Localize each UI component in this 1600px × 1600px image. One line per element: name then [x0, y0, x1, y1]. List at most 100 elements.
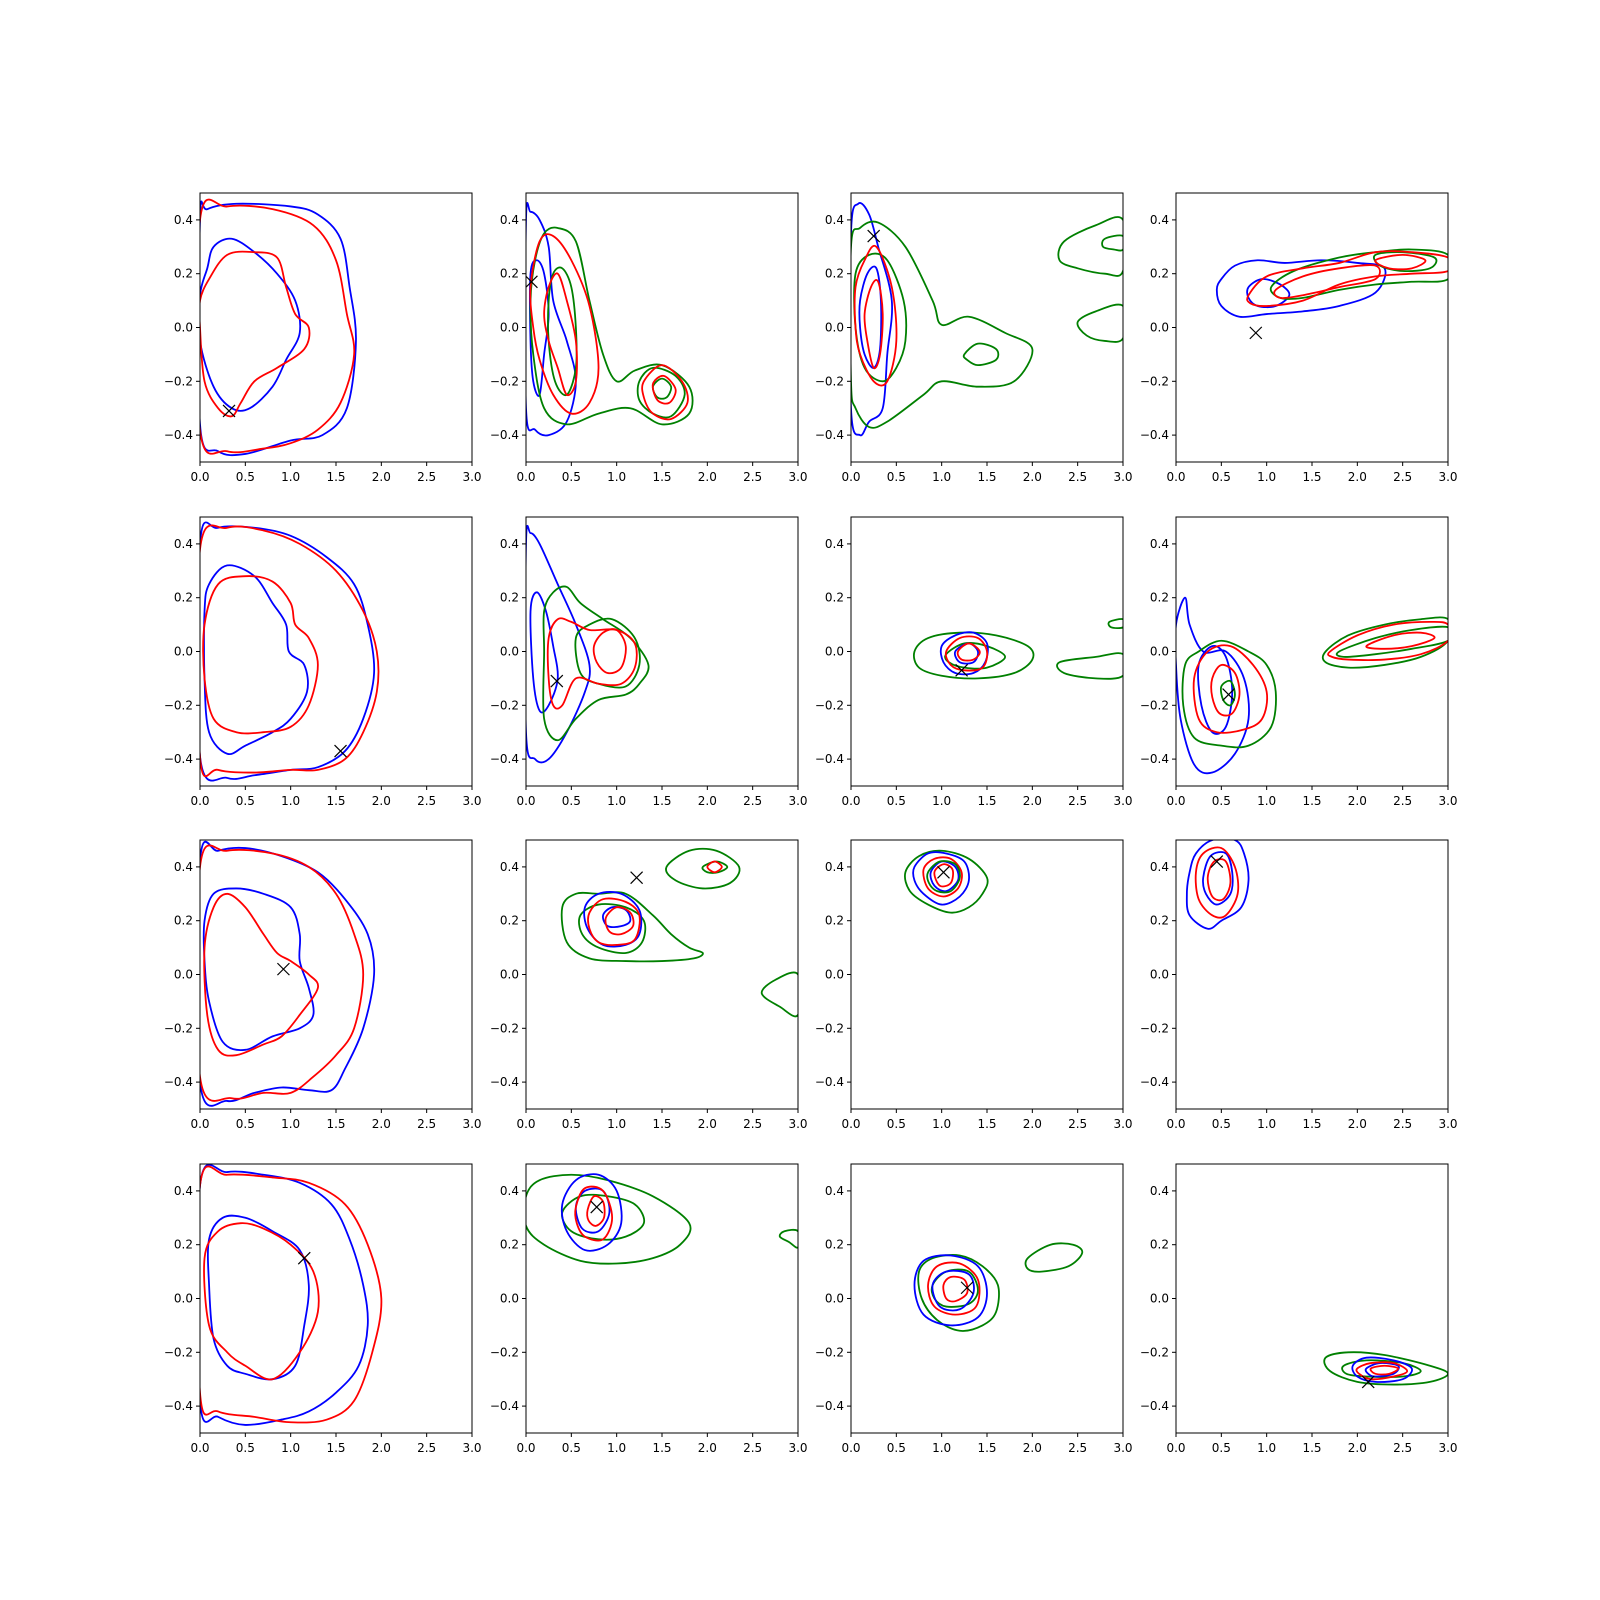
green-contour-line — [778, 1228, 798, 1249]
green-contour-line — [665, 847, 741, 890]
y-tick-label: 0.2 — [1150, 1238, 1169, 1252]
y-tick-label: 0.0 — [500, 1292, 519, 1306]
x-tick-label: 0.5 — [1212, 1441, 1231, 1455]
panel-r1-c1: 0.0 0.5 1.0 1.5 2.0 2.5 3.0 −0.4 −0.2 0.0 0.2 0.4 — [490, 516, 808, 808]
panel-r2-c3: 0.0 0.5 1.0 1.5 2.0 2.5 3.0 −0.4 −0.2 0.0 0.2 0.4 — [1140, 839, 1458, 1131]
y-tick-label: 0.4 — [174, 537, 193, 551]
x-tick-label: 2.5 — [417, 1117, 436, 1131]
x-tick-label: 1.5 — [1302, 794, 1321, 808]
x-marker — [590, 1200, 604, 1214]
green-contour-line — [578, 903, 647, 955]
y-tick-label: 0.4 — [174, 860, 193, 874]
red-contour-line — [587, 897, 641, 946]
red-contour-line — [592, 628, 627, 675]
x-tick-label: 1.0 — [281, 794, 300, 808]
blue-contour-line — [1351, 1356, 1413, 1383]
red-contour-line — [956, 642, 981, 662]
x-tick-label: 1.0 — [607, 794, 626, 808]
x-tick-label: 3.0 — [788, 1441, 807, 1455]
green-contour-line — [1101, 234, 1123, 252]
x-tick-label: 2.5 — [417, 1441, 436, 1455]
y-tick-label: −0.4 — [164, 752, 193, 766]
x-tick-label: 0.5 — [562, 1117, 581, 1131]
plot-area — [526, 525, 650, 764]
blue-contour-line — [200, 237, 302, 412]
x-marker — [955, 663, 969, 677]
blue-contour-line — [602, 906, 632, 929]
panel-r0-c3: 0.0 0.5 1.0 1.5 2.0 2.5 3.0 −0.4 −0.2 0.0 0.2 0.4 — [1140, 192, 1458, 484]
plot-area — [851, 202, 1123, 437]
x-tick-label: 2.0 — [372, 794, 391, 808]
y-tick-label: −0.4 — [1140, 428, 1169, 442]
plot-area — [526, 1173, 798, 1265]
blue-contour-line — [913, 1254, 988, 1327]
y-tick-label: 0.4 — [500, 1184, 519, 1198]
x-tick-label: 2.5 — [1393, 470, 1412, 484]
x-tick-label: 2.0 — [698, 1117, 717, 1131]
x-tick-label: 0.0 — [1166, 794, 1185, 808]
y-tick-label: 0.2 — [1150, 914, 1169, 928]
x-tick-label: 1.5 — [652, 1441, 671, 1455]
x-tick-label: 1.5 — [977, 1441, 996, 1455]
plot-area — [913, 1242, 1084, 1332]
axes-frame — [525, 516, 799, 787]
red-contour-line — [1246, 250, 1448, 307]
red-contour-line — [200, 250, 311, 418]
y-tick-label: −0.2 — [164, 698, 193, 712]
y-tick-label: −0.2 — [164, 1021, 193, 1035]
x-tick-label: 1.0 — [607, 1117, 626, 1131]
plot-area — [560, 847, 798, 1018]
x-tick-label: 2.0 — [372, 470, 391, 484]
x-tick-label: 1.5 — [326, 1441, 345, 1455]
red-contour-line — [1273, 264, 1381, 300]
x-tick-label: 0.5 — [887, 1117, 906, 1131]
green-contour-line — [526, 1173, 692, 1265]
green-contour-line — [904, 849, 989, 914]
y-tick-label: 0.2 — [825, 1238, 844, 1252]
x-tick-label: 2.0 — [372, 1441, 391, 1455]
x-tick-label: 1.5 — [326, 1117, 345, 1131]
red-contour-line — [203, 892, 319, 1057]
green-contour-line — [1341, 1359, 1422, 1378]
y-tick-label: −0.4 — [490, 1399, 519, 1413]
y-tick-label: 0.0 — [500, 321, 519, 335]
red-contour-line — [1327, 620, 1448, 661]
x-marker — [276, 962, 290, 976]
red-contour-line — [203, 1222, 320, 1381]
x-marker — [297, 1251, 311, 1265]
panel-r2-c2: 0.0 0.5 1.0 1.5 2.0 2.5 3.0 −0.4 −0.2 0.0 0.2 0.4 — [815, 839, 1133, 1131]
y-tick-label: 0.2 — [825, 591, 844, 605]
axes-frame — [850, 192, 1124, 463]
x-tick-label: 2.0 — [1023, 470, 1042, 484]
x-tick-label: 2.5 — [1068, 470, 1087, 484]
x-tick-label: 1.5 — [652, 1117, 671, 1131]
y-tick-label: −0.4 — [815, 1399, 844, 1413]
blue-contour-line — [1246, 278, 1291, 309]
x-tick-label: 1.5 — [1302, 1441, 1321, 1455]
x-tick-label: 0.5 — [1212, 1117, 1231, 1131]
x-tick-label: 2.5 — [1068, 794, 1087, 808]
blue-contour-line — [206, 1214, 310, 1381]
x-tick-label: 1.5 — [652, 470, 671, 484]
x-tick-label: 3.0 — [462, 794, 481, 808]
y-tick-label: 0.2 — [500, 1238, 519, 1252]
x-tick-label: 0.0 — [1166, 1441, 1185, 1455]
x-tick-label: 2.5 — [743, 470, 762, 484]
x-tick-label: 3.0 — [462, 470, 481, 484]
red-contour-line — [586, 1195, 606, 1227]
blue-contour-line — [1215, 259, 1387, 318]
x-tick-label: 3.0 — [1438, 470, 1457, 484]
x-tick-label: 3.0 — [1438, 1441, 1457, 1455]
red-contour-line — [942, 1275, 969, 1303]
red-contour-line — [202, 575, 319, 735]
red-contour-line — [1374, 253, 1427, 271]
green-contour-line — [561, 1193, 646, 1241]
red-contour-line — [651, 374, 677, 405]
axes-frame — [1175, 839, 1449, 1110]
panel-r3-c3: 0.0 0.5 1.0 1.5 2.0 2.5 3.0 −0.4 −0.2 0.0 0.2 0.4 — [1140, 1163, 1458, 1455]
green-contour-line — [853, 252, 908, 383]
x-tick-label: 1.5 — [1302, 470, 1321, 484]
panel-r3-c1: 0.0 0.5 1.0 1.5 2.0 2.5 3.0 −0.4 −0.2 0.0 0.2 0.4 — [490, 1163, 808, 1455]
x-tick-label: 2.5 — [1393, 1441, 1412, 1455]
y-tick-label: −0.4 — [490, 428, 519, 442]
